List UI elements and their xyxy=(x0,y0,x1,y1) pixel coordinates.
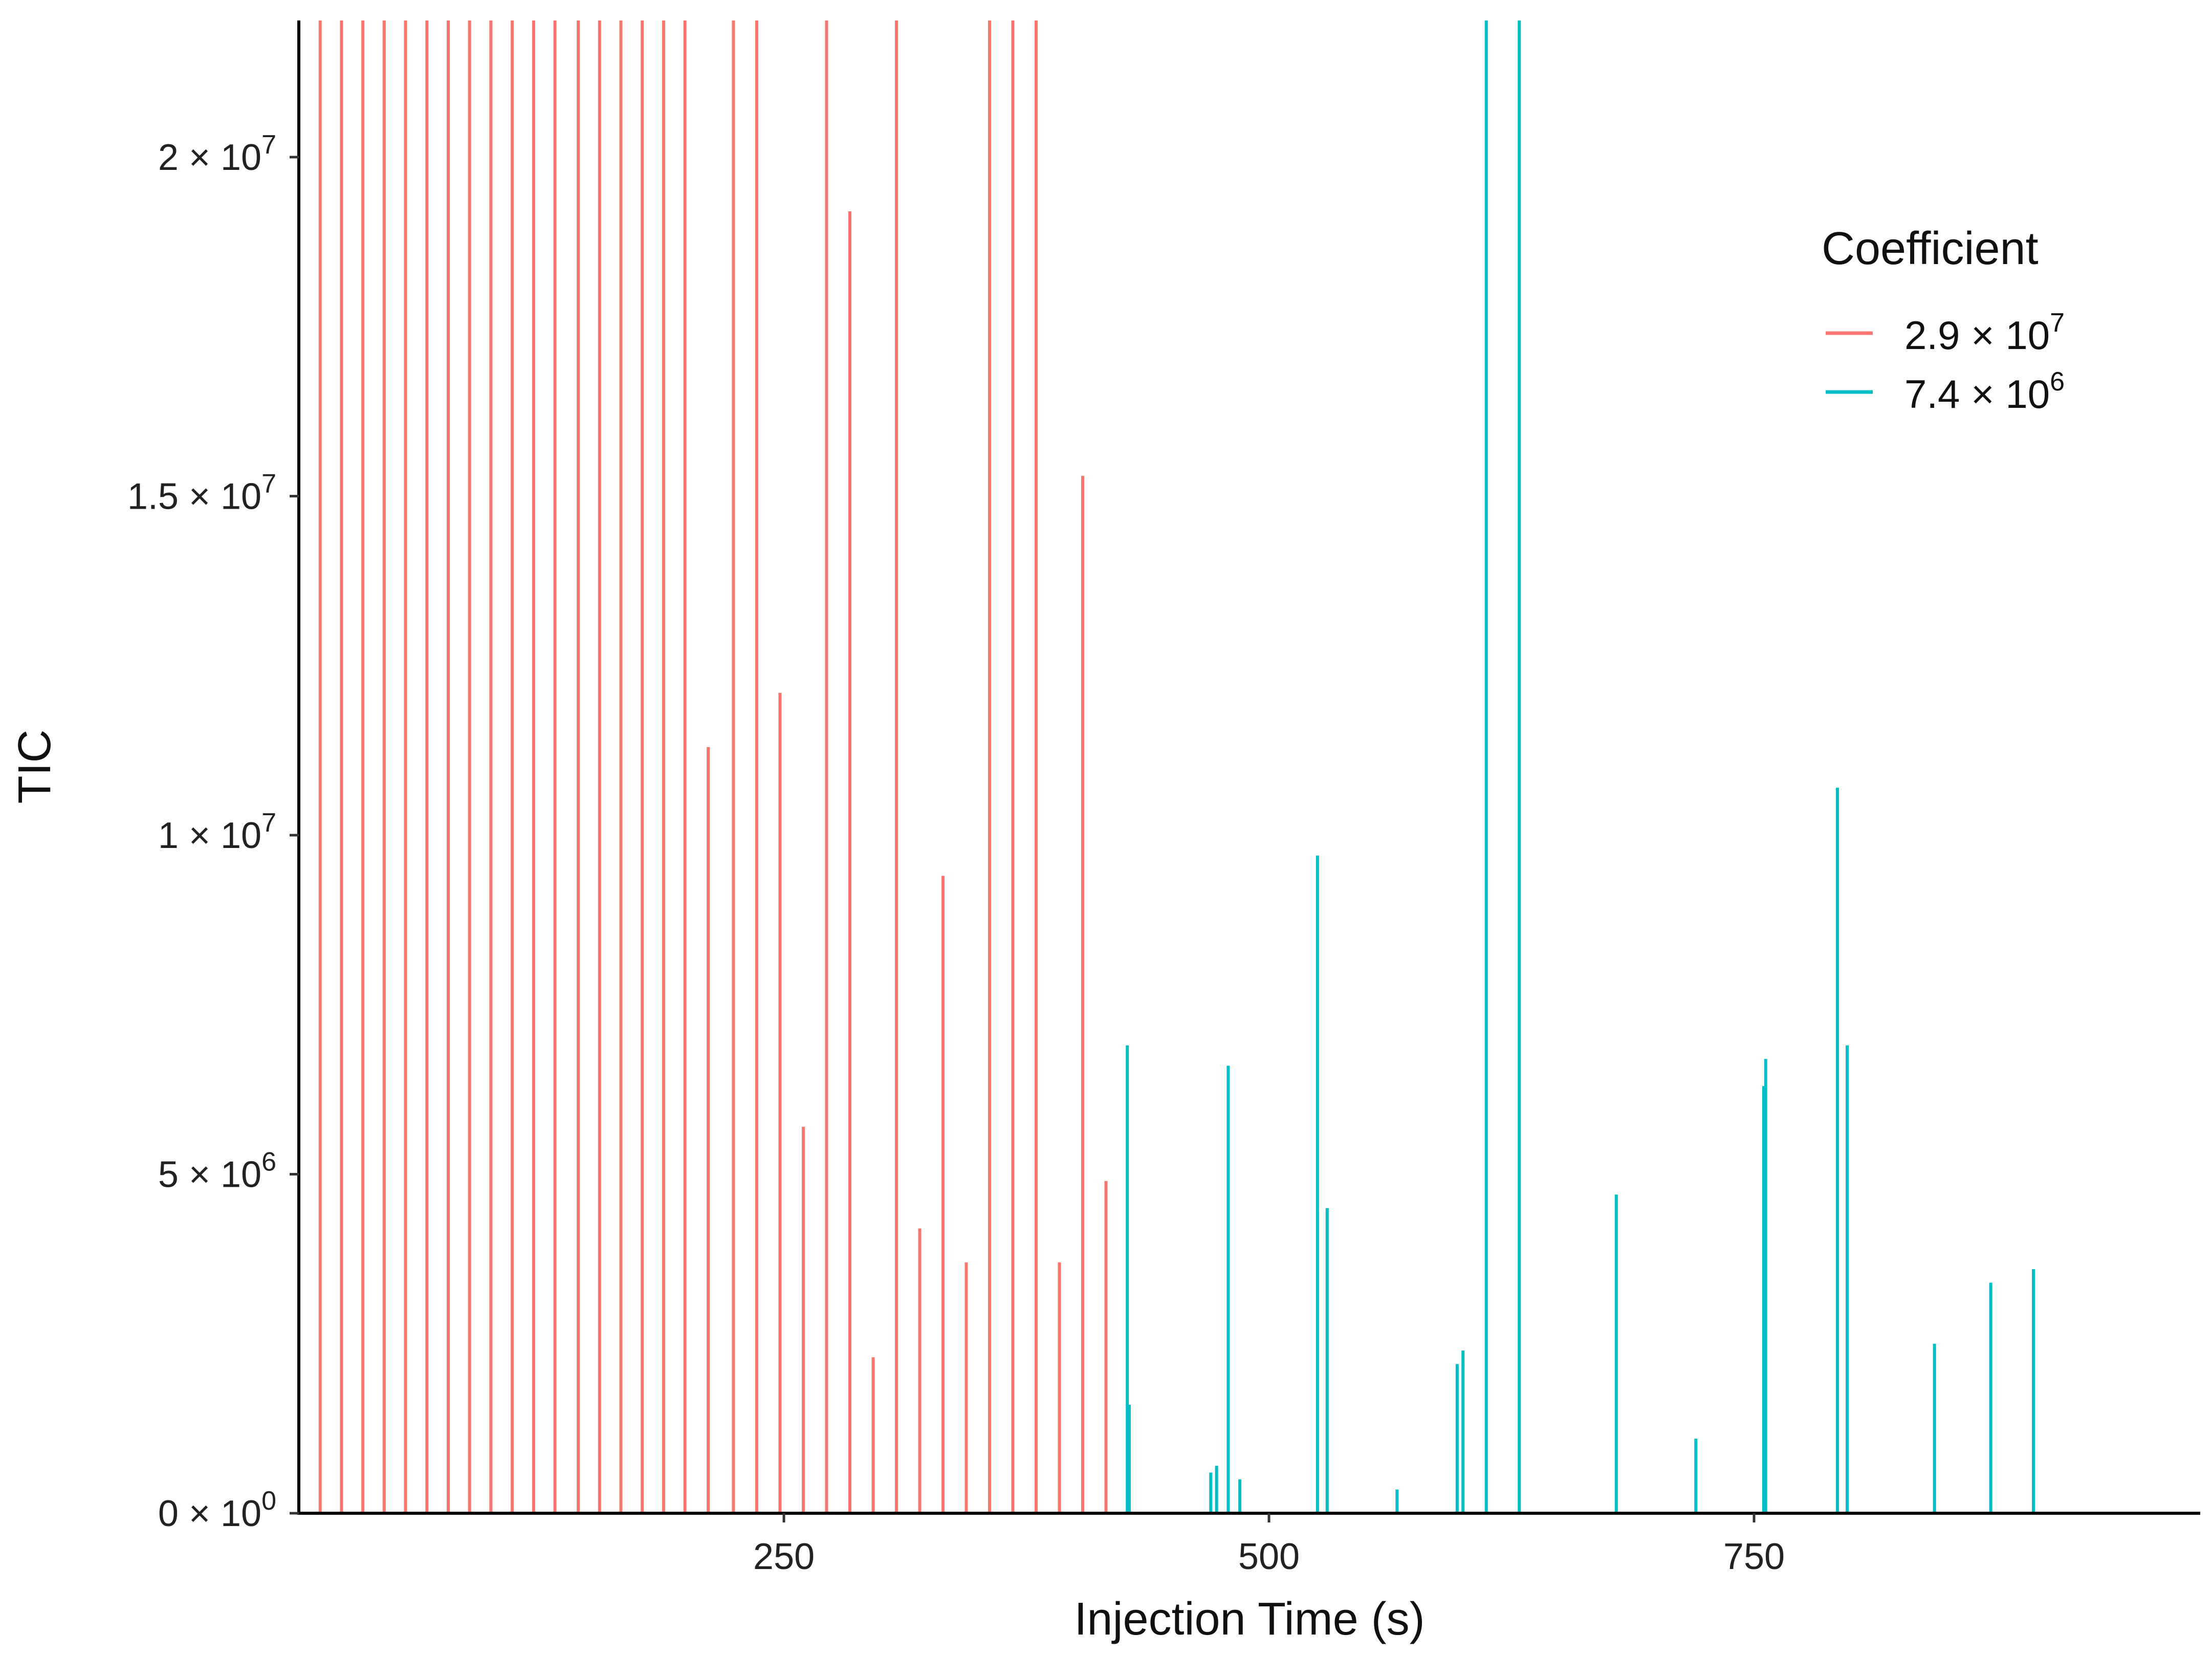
x-tick-label-2: 750 xyxy=(1723,1536,1785,1577)
legend-label-series-2: 7.4 × 106 xyxy=(1904,367,2065,417)
y-tick-label-1: 5 × 106 xyxy=(158,1147,276,1195)
legend-times-2: × xyxy=(1971,372,1995,417)
y-tick-label-2: 1 × 107 xyxy=(158,808,276,856)
y-tick-label-0: 0 × 100 xyxy=(158,1486,276,1534)
x-tick-label-1: 500 xyxy=(1238,1536,1300,1577)
legend-label-series-1: 2.9 × 107 xyxy=(1904,308,2065,358)
y-tick-label-3: 1.5 × 107 xyxy=(127,469,276,517)
x-tick-label-0: 250 xyxy=(753,1536,815,1577)
legend: Coefficient 2.9 × 107 7.4 × 106 xyxy=(1822,223,2065,417)
x-axis-ticks: 250 500 750 xyxy=(753,1513,1785,1577)
legend-title: Coefficient xyxy=(1822,223,2039,274)
y-axis-title: TIC xyxy=(9,730,60,804)
legend-times-1: × xyxy=(1971,313,1995,358)
x-axis-title: Injection Time (s) xyxy=(1074,1594,1425,1645)
y-tick-label-4: 2 × 107 xyxy=(158,130,276,178)
bars-layer xyxy=(318,20,2035,1513)
y-axis-ticks: 0 × 100 5 × 106 1 × 107 1.5 × 107 2 × 107 xyxy=(127,130,299,1534)
